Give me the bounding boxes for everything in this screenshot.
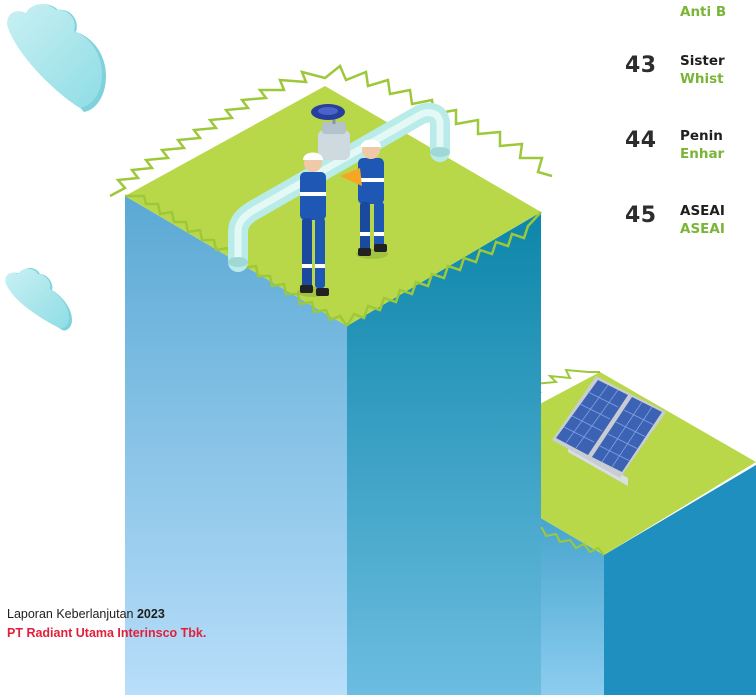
toc-page-number: 43 <box>625 53 657 78</box>
cloud-icon <box>5 268 72 331</box>
toc-indonesian-title: ASEAI <box>680 203 725 219</box>
report-title-line: Laporan Keberlanjutan 2023 <box>7 605 206 624</box>
page-footer: Laporan Keberlanjutan 2023 PT Radiant Ut… <box>7 605 206 643</box>
cloud-icon <box>7 4 106 112</box>
toc-english-title: ASEAI <box>680 221 725 237</box>
company-name: PT Radiant Utama Interinsco Tbk. <box>7 626 207 640</box>
worker-figure <box>340 139 388 259</box>
report-year: 2023 <box>136 607 165 621</box>
toc-entry-44[interactable]: 44 Penin Enhar <box>0 128 756 178</box>
toc-page-number: 45 <box>625 203 657 228</box>
toc-english-title: Anti B <box>680 4 727 20</box>
worker-figure <box>297 152 329 297</box>
tall-block <box>109 63 553 695</box>
toc-indonesian-title: Penin <box>680 128 723 144</box>
toc-english-title: Whist <box>680 71 724 87</box>
toc-indonesian-title: Sister <box>680 53 725 69</box>
report-label: Laporan Keberlanjutan <box>7 607 134 621</box>
toc-entry-45[interactable]: 45 ASEAI ASEAI <box>0 203 756 253</box>
toc-page-number: 44 <box>625 128 657 153</box>
pipeline-icon <box>228 102 450 272</box>
solar-panel-icon <box>552 376 666 486</box>
toc-entry-43[interactable]: 43 Sister Whist <box>0 53 756 103</box>
toc-english-title: Enhar <box>680 146 725 162</box>
